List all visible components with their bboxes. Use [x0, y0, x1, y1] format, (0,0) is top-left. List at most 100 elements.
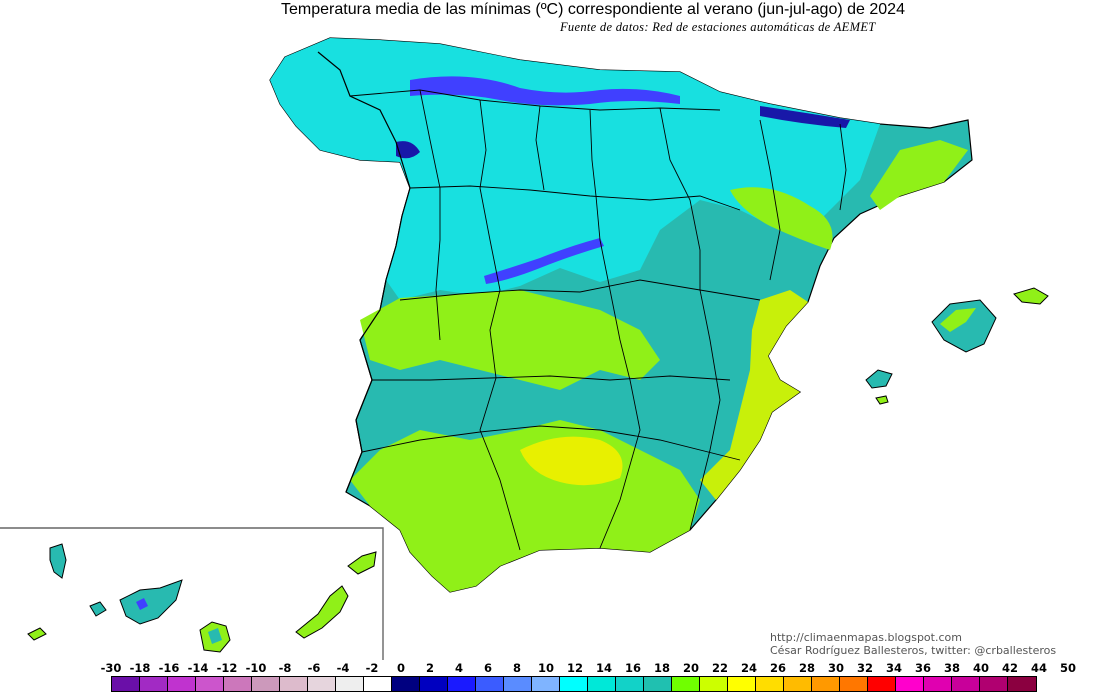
legend-tick-label: 8 [512, 661, 521, 675]
legend-swatch [840, 677, 868, 691]
legend-swatch [420, 677, 448, 691]
legend-swatch [308, 677, 336, 691]
author-credit: César Rodríguez Ballesteros, twitter: @c… [770, 644, 1057, 657]
legend-tick-label: 40 [972, 661, 989, 675]
legend-tick-label: -4 [336, 661, 350, 675]
province-borders [349, 89, 847, 551]
menorca [1013, 287, 1049, 305]
la-palma [49, 543, 67, 579]
legend-tick-label: 34 [885, 661, 902, 675]
canary-islands [27, 543, 377, 653]
legend-swatch [1008, 677, 1036, 691]
legend-swatch [392, 677, 420, 691]
legend-tick-label: 14 [595, 661, 612, 675]
canary-inset-frame [0, 527, 384, 660]
legend-swatch [868, 677, 896, 691]
legend-tick-label: -2 [365, 661, 379, 675]
legend-tick-label: 4 [454, 661, 463, 675]
cantabrian-cold-band [410, 76, 680, 106]
legend-tick-label: 24 [740, 661, 757, 675]
legend-tick-label: 28 [798, 661, 815, 675]
la-gomera [89, 601, 107, 617]
portugal-border [317, 51, 411, 493]
legend-tick-label: 20 [682, 661, 699, 675]
legend-tick-label: 42 [1001, 661, 1018, 675]
legend-swatch [616, 677, 644, 691]
legend-swatch [700, 677, 728, 691]
fuerteventura [295, 585, 349, 639]
legend-tick-label: 50 [1059, 661, 1076, 675]
legend-swatch [532, 677, 560, 691]
legend-swatch [560, 677, 588, 691]
legend-swatch [980, 677, 1008, 691]
ibiza [865, 369, 893, 389]
map-title: Temperatura media de las mínimas (ºC) co… [281, 1, 905, 18]
legend-swatch [672, 677, 700, 691]
mallorca [931, 299, 997, 353]
leon-cold-spot [396, 141, 420, 159]
legend-tick-label: 16 [624, 661, 641, 675]
legend-tick-label: 44 [1030, 661, 1047, 675]
legend-tick-label: -18 [129, 661, 151, 675]
legend-tick-label: 22 [711, 661, 728, 675]
central-range-cold [484, 238, 604, 284]
legend-swatch [756, 677, 784, 691]
legend-swatch [196, 677, 224, 691]
legend-tick-label: 38 [943, 661, 960, 675]
legend-swatch [336, 677, 364, 691]
gran-canaria-core [208, 628, 222, 644]
legend-tick-label: 12 [566, 661, 583, 675]
tenerife [119, 579, 183, 625]
legend-swatch [784, 677, 812, 691]
ebro-warm-zone [730, 187, 833, 250]
legend-tick-label: 32 [856, 661, 873, 675]
legend-tick-label: 0 [396, 661, 405, 675]
legend-swatch [476, 677, 504, 691]
color-legend [111, 676, 1037, 692]
formentera [875, 395, 889, 405]
legend-swatch [140, 677, 168, 691]
lanzarote [347, 551, 377, 575]
legend-tick-label: 26 [769, 661, 786, 675]
east-coast-warm-zone [700, 290, 808, 500]
legend-tick-label: -12 [216, 661, 238, 675]
tenerife-peak [136, 598, 148, 610]
legend-swatch [448, 677, 476, 691]
legend-swatch [924, 677, 952, 691]
guadalquivir-hot-zone [520, 436, 623, 486]
legend-swatch [280, 677, 308, 691]
legend-swatch [728, 677, 756, 691]
legend-swatch [812, 677, 840, 691]
legend-tick-label: 36 [914, 661, 931, 675]
pyrenees-cold-band [760, 106, 850, 128]
legend-swatch [952, 677, 980, 691]
legend-swatch [504, 677, 532, 691]
legend-swatch [896, 677, 924, 691]
data-source-note: Fuente de datos: Red de estaciones autom… [560, 20, 876, 34]
legend-swatch [168, 677, 196, 691]
legend-swatch [364, 677, 392, 691]
legend-tick-label: 2 [425, 661, 434, 675]
legend-tick-label: -16 [158, 661, 180, 675]
mallorca-warm [940, 308, 976, 332]
legend-tick-label: 6 [483, 661, 492, 675]
southwest-warm-zone [360, 290, 660, 390]
legend-tick-label: 18 [653, 661, 670, 675]
legend-swatch [588, 677, 616, 691]
legend-tick-label: 10 [537, 661, 554, 675]
legend-tick-label: -14 [187, 661, 209, 675]
blog-credit: http://climaenmapas.blogspot.com [770, 631, 962, 644]
legend-tick-label: -6 [307, 661, 321, 675]
legend-tick-labels: -30 -18 -16 -14 -12 -10 -8 -6 -4 -2 0 2 4 6 8 10 12 14 16 1… [0, 661, 1098, 675]
legend-swatch [224, 677, 252, 691]
legend-swatch [644, 677, 672, 691]
legend-tick-label: -10 [245, 661, 267, 675]
legend-tick-label: -30 [100, 661, 122, 675]
legend-swatch [252, 677, 280, 691]
legend-tick-label: 30 [827, 661, 844, 675]
el-hierro [27, 627, 47, 641]
legend-swatch [112, 677, 140, 691]
catalonia-coast-warm [870, 140, 968, 210]
legend-tick-label: -8 [278, 661, 292, 675]
